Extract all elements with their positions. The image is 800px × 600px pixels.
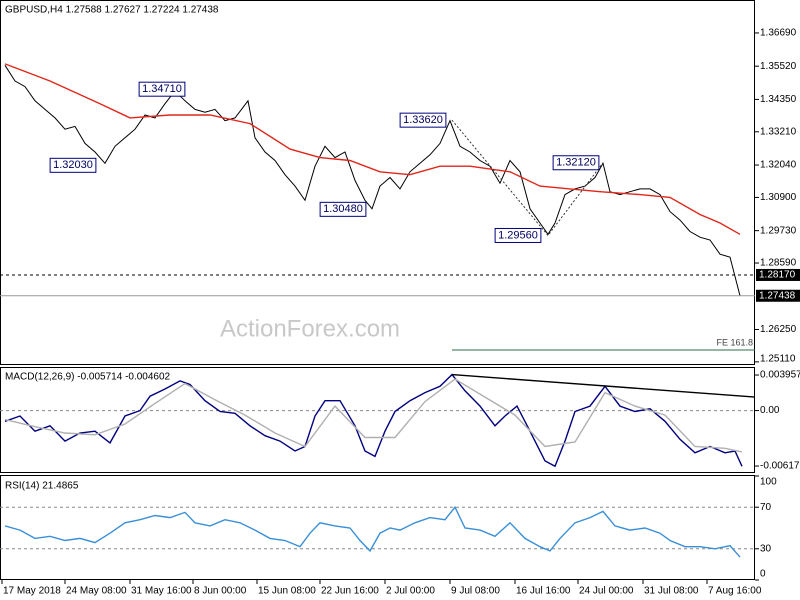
y-tick-label: 0 bbox=[760, 569, 766, 580]
annotation-box bbox=[552, 155, 600, 171]
x-tick-label: 15 Jun 08:00 bbox=[258, 586, 316, 597]
y-tick-label: 100 bbox=[760, 477, 777, 488]
series-line bbox=[4, 63, 741, 235]
pane-title: RSI(14) 21.4865 bbox=[5, 481, 79, 492]
series-line bbox=[4, 373, 743, 468]
y-tick-label: 1.30900 bbox=[760, 192, 797, 203]
rsi-pane bbox=[0, 475, 755, 580]
macd-pane bbox=[0, 367, 755, 473]
y-tick-label: 1.35520 bbox=[760, 61, 797, 72]
annotation-label: 1.34710 bbox=[142, 83, 182, 95]
y-tick-label: 1.25110 bbox=[760, 354, 796, 365]
x-tick-label: 17 May 2018 bbox=[3, 586, 61, 597]
series-line bbox=[451, 373, 756, 398]
x-tick-label: 22 Jun 16:00 bbox=[321, 586, 379, 597]
y-tick-label: 1.34350 bbox=[760, 94, 797, 105]
fe-label: FE 161.8 bbox=[716, 337, 753, 347]
x-tick-label: 8 Jun 00:00 bbox=[194, 586, 247, 597]
annotation-box bbox=[138, 81, 186, 97]
x-tick-label: 7 Aug 16:00 bbox=[708, 586, 762, 597]
y-tick-label: 1.29730 bbox=[760, 225, 797, 236]
price-pane bbox=[0, 0, 755, 365]
y-tick-label: -0.006175 bbox=[760, 461, 800, 472]
series-line bbox=[4, 505, 741, 558]
annotation-label: 1.32120 bbox=[556, 157, 596, 169]
y-tick-label: 0.00 bbox=[760, 405, 780, 416]
y-tick-label: 0.003957 bbox=[760, 370, 800, 381]
annotation-box bbox=[319, 201, 367, 217]
x-tick-label: 31 May 16:00 bbox=[131, 586, 192, 597]
watermark: ActionForex.com bbox=[220, 315, 400, 342]
y-tick-label: 1.36690 bbox=[760, 28, 797, 39]
y-tick-label: 1.32040 bbox=[760, 160, 797, 171]
pane-title: MACD(12,26,9) -0.005714 -0.004602 bbox=[5, 372, 171, 383]
annotation-box bbox=[49, 157, 97, 173]
series-line bbox=[4, 378, 743, 453]
x-tick-label: 16 Jul 16:00 bbox=[516, 586, 571, 597]
annotation-box bbox=[494, 227, 542, 243]
y-tick-label: 1.26250 bbox=[760, 324, 797, 335]
y-tick-label: 70 bbox=[760, 502, 772, 513]
annotation-label: 1.33620 bbox=[403, 114, 443, 126]
x-tick-label: 24 May 08:00 bbox=[66, 586, 127, 597]
y-tick-label: 1.28590 bbox=[760, 258, 797, 269]
annotation-label: 1.32030 bbox=[53, 159, 93, 171]
price-tag bbox=[756, 289, 800, 302]
price-tag bbox=[756, 268, 800, 281]
x-tick-label: 24 Jul 00:00 bbox=[579, 586, 634, 597]
x-tick-label: 31 Jul 08:00 bbox=[644, 586, 699, 597]
x-tick-label: 9 Jul 08:00 bbox=[451, 586, 500, 597]
price-tag-label: 1.27438 bbox=[759, 290, 796, 301]
annotation-box bbox=[399, 112, 447, 128]
x-tick-label: 2 Jul 00:00 bbox=[386, 586, 435, 597]
annotation-label: 1.30480 bbox=[323, 203, 363, 215]
y-tick-label: 30 bbox=[760, 543, 772, 554]
annotation-label: 1.29560 bbox=[498, 229, 538, 241]
y-tick-label: 1.33210 bbox=[760, 126, 797, 137]
price-tag-label: 1.28170 bbox=[759, 270, 796, 281]
pane-title: GBPUSD,H4 1.27588 1.27627 1.27224 1.2743… bbox=[5, 5, 219, 16]
